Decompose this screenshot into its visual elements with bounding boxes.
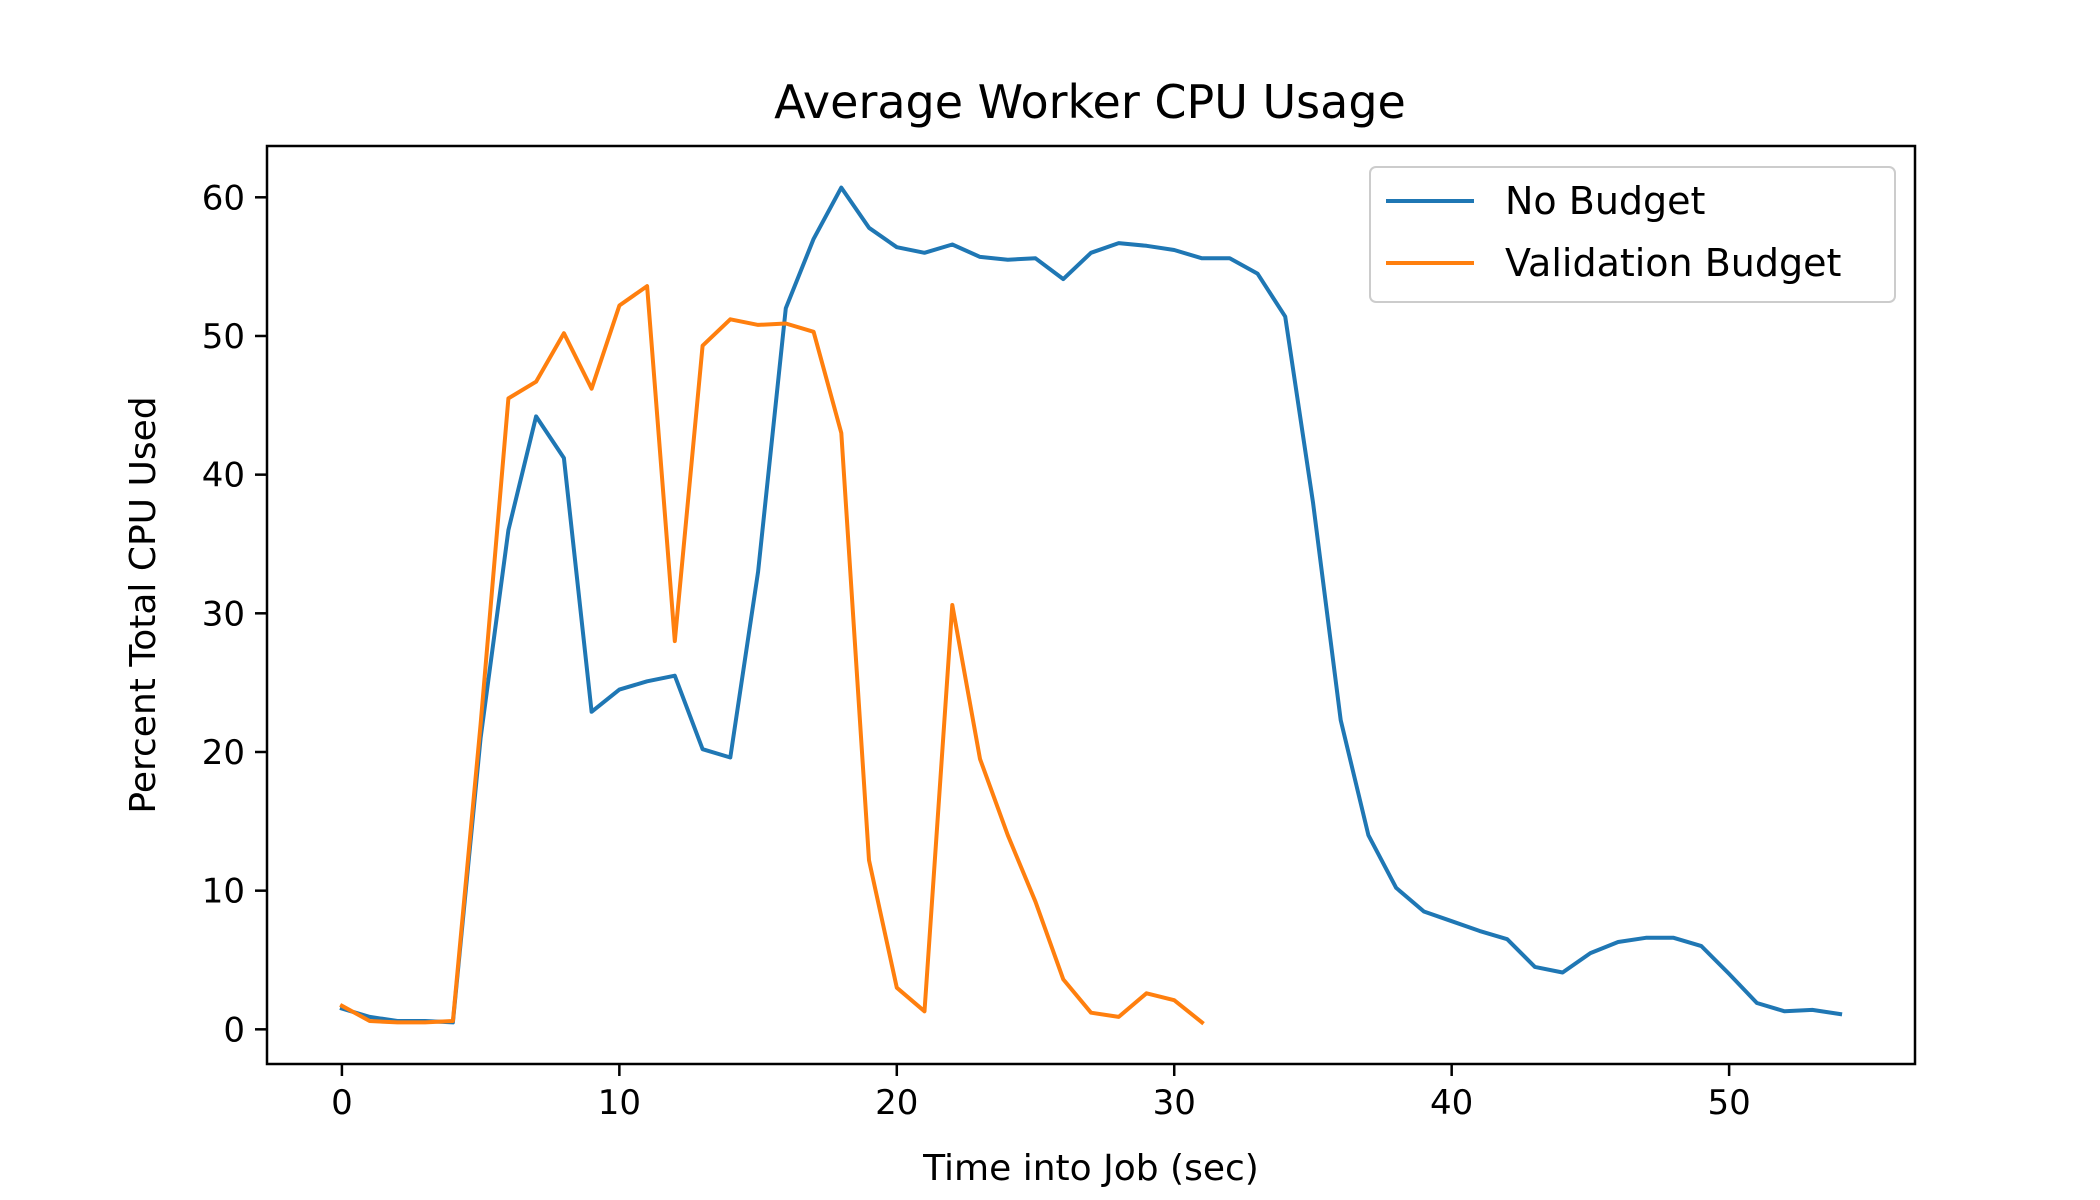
y-tick-label: 40 xyxy=(202,456,245,496)
series-line-0 xyxy=(339,185,1843,1025)
x-tick-label: 30 xyxy=(1153,1083,1196,1123)
series-line-1 xyxy=(339,284,1205,1026)
x-tick-label: 50 xyxy=(1707,1083,1750,1123)
legend-label-0: No Budget xyxy=(1505,179,1705,223)
x-tick-label: 0 xyxy=(331,1083,353,1123)
x-axis-ticks: 0 10 20 30 40 50 xyxy=(331,1064,1751,1123)
x-axis-label: Time into Job (sec) xyxy=(922,1148,1259,1189)
plot-frame xyxy=(265,144,1917,1066)
y-tick-label: 60 xyxy=(202,178,245,218)
y-tick-label: 20 xyxy=(202,733,245,773)
y-axis-ticks: 0 10 20 30 40 50 60 xyxy=(202,178,267,1050)
y-tick-label: 0 xyxy=(223,1010,245,1050)
x-tick-label: 10 xyxy=(598,1083,641,1123)
y-tick-label: 10 xyxy=(202,872,245,912)
legend-label-1: Validation Budget xyxy=(1505,241,1841,285)
y-tick-label: 50 xyxy=(202,317,245,357)
x-tick-label: 40 xyxy=(1430,1083,1473,1123)
y-axis-label: Percent Total CPU Used xyxy=(123,396,164,813)
series-layer xyxy=(339,185,1843,1026)
legend: No Budget Validation Budget xyxy=(1369,166,1896,303)
y-tick-label: 30 xyxy=(202,594,245,634)
x-tick-label: 20 xyxy=(875,1083,918,1123)
chart-title: Average Worker CPU Usage xyxy=(774,75,1406,129)
legend-box xyxy=(1369,166,1896,303)
